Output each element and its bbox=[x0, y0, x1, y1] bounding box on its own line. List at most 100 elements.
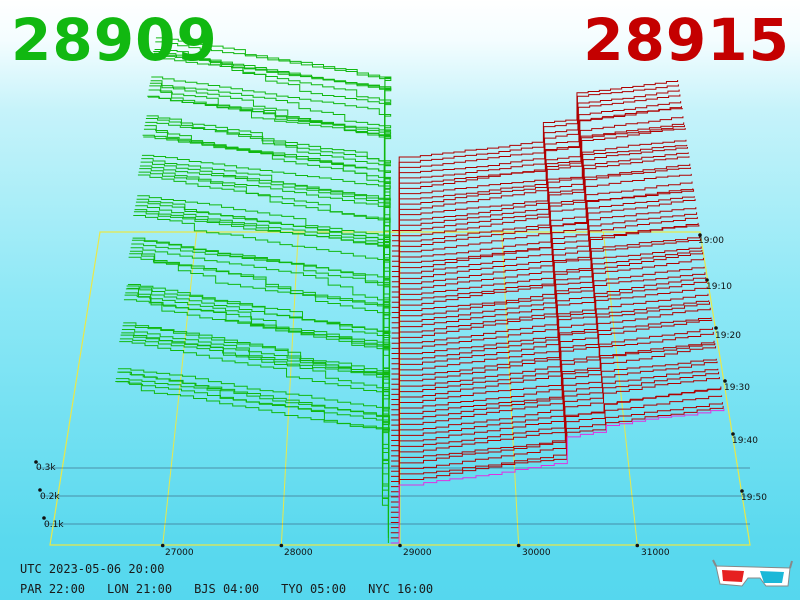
ask-depth-line bbox=[391, 246, 702, 390]
bid-depth-line bbox=[145, 118, 391, 308]
ask-depth-line bbox=[391, 144, 688, 293]
price-tick-dot bbox=[635, 543, 640, 548]
bid-depth-line bbox=[122, 325, 391, 487]
bid-depth-line bbox=[123, 322, 391, 482]
bid-depth-line bbox=[130, 247, 391, 426]
bid-depth-line bbox=[151, 57, 392, 262]
bid-depth-line bbox=[138, 171, 391, 364]
bid-depth-line bbox=[155, 41, 392, 236]
ask-depth-line bbox=[390, 408, 725, 544]
price-grid-line bbox=[280, 231, 299, 546]
bid-depth-line bbox=[115, 381, 390, 543]
time-tick-label: 19:20 bbox=[715, 331, 741, 341]
chart-grid bbox=[34, 231, 751, 548]
bid-depth-line bbox=[125, 288, 391, 462]
timezone-newyork: NYC 16:00 bbox=[368, 582, 434, 596]
bid-depth-line bbox=[134, 209, 391, 395]
qty-tick-label: 0.2k bbox=[40, 492, 60, 502]
depth-lines bbox=[115, 37, 725, 544]
qty-tick-dot bbox=[34, 460, 38, 464]
qty-tick-dot bbox=[38, 488, 42, 492]
bid-depth-line bbox=[143, 136, 391, 328]
ask-depth-line bbox=[390, 405, 724, 539]
bid-depth-line bbox=[142, 134, 391, 333]
bid-depth-line bbox=[132, 237, 391, 410]
bid-depth-line bbox=[139, 168, 391, 359]
bid-depth-line bbox=[129, 253, 391, 436]
ask-depth-line bbox=[392, 84, 679, 237]
price-grid-line bbox=[501, 231, 520, 546]
time-tick-label: 19:30 bbox=[724, 383, 750, 393]
timezone-tokyo: TYO 05:00 bbox=[281, 582, 347, 596]
bid-depth-line bbox=[154, 48, 392, 241]
qty-tick-label: 0.3k bbox=[36, 463, 56, 473]
utc-time: UTC 2023-05-06 20:00 bbox=[20, 562, 165, 576]
ask-depth-line bbox=[391, 301, 710, 447]
3d-glasses-icon[interactable] bbox=[712, 556, 794, 592]
bid-depth-line bbox=[123, 299, 391, 477]
bid-depth-line bbox=[149, 82, 392, 277]
bid-depth-line bbox=[141, 154, 391, 339]
bid-depth-line bbox=[133, 211, 391, 400]
price-tick-dot bbox=[160, 543, 165, 548]
bid-depth-line bbox=[151, 76, 392, 267]
time-tick-label: 19:50 bbox=[741, 493, 767, 503]
bid-depth-line bbox=[131, 239, 391, 415]
time-tick-label: 19:00 bbox=[698, 236, 724, 246]
bid-depth-line bbox=[153, 51, 392, 251]
bid-depth-line bbox=[119, 338, 390, 508]
bid-depth-line bbox=[133, 215, 391, 405]
ask-depth-line bbox=[392, 89, 680, 242]
price-tick-dot bbox=[398, 543, 402, 548]
bid-depth-line bbox=[115, 378, 390, 538]
ask-depth-line bbox=[390, 388, 721, 518]
bid-depth-line bbox=[147, 95, 392, 298]
time-tick-dot bbox=[740, 489, 744, 493]
bid-depth-line bbox=[119, 341, 390, 513]
timezone-paris: PAR 22:00 bbox=[20, 582, 86, 596]
qty-tick-dot bbox=[42, 516, 46, 520]
bid-depth-line bbox=[136, 198, 391, 380]
x-tick-label: 27000 bbox=[165, 548, 194, 558]
bid-depth-line bbox=[117, 371, 390, 528]
chart-floor-outline bbox=[49, 231, 751, 546]
x-tick-label: 28000 bbox=[284, 548, 313, 558]
bid-depth-line bbox=[135, 201, 391, 385]
bid-depth-line bbox=[149, 85, 392, 282]
bid-depth-line bbox=[126, 285, 391, 456]
bid-depth-line bbox=[128, 256, 391, 441]
bid-depth-line bbox=[121, 329, 391, 492]
best-ask-price: 28915 bbox=[583, 6, 790, 74]
bid-depth-line bbox=[135, 205, 391, 390]
x-tick-label: 30000 bbox=[522, 548, 551, 558]
time-tick-dot bbox=[698, 233, 702, 237]
ask-depth-line bbox=[390, 371, 720, 508]
bid-depth-line bbox=[118, 371, 390, 518]
chart-labels: 27000 28000 29000 30000 31000 19:00 19:1… bbox=[36, 236, 767, 558]
bid-depth-line bbox=[120, 334, 391, 503]
ask-depth-line bbox=[390, 368, 719, 503]
time-tick-label: 19:10 bbox=[706, 282, 732, 292]
bid-depth-line bbox=[127, 283, 391, 446]
time-tick-dot bbox=[731, 432, 735, 436]
timezone-footer: UTC 2023-05-06 20:00 PAR 22:00 LON 21:00 B… bbox=[20, 559, 455, 599]
ask-depth-line bbox=[392, 79, 679, 231]
time-tick-label: 19:40 bbox=[732, 436, 758, 446]
time-tick-dot bbox=[714, 326, 718, 330]
price-grid-line bbox=[602, 231, 638, 546]
ask-depth-line bbox=[391, 317, 712, 457]
ask-depth-line bbox=[391, 280, 707, 426]
bid-depth-line bbox=[150, 80, 392, 272]
bid-depth-line bbox=[145, 121, 391, 313]
x-tick-label: 31000 bbox=[641, 548, 670, 558]
price-tick-dot bbox=[516, 543, 521, 548]
bid-depth-line bbox=[152, 54, 392, 257]
timezone-beijing: BJS 04:00 bbox=[194, 582, 260, 596]
bid-depth-line bbox=[131, 243, 391, 421]
bid-depth-line bbox=[137, 174, 391, 369]
bid-depth-line bbox=[140, 161, 391, 349]
bid-depth-line bbox=[117, 368, 390, 523]
time-tick-dot bbox=[723, 379, 727, 383]
x-tick-label: 29000 bbox=[403, 548, 432, 558]
